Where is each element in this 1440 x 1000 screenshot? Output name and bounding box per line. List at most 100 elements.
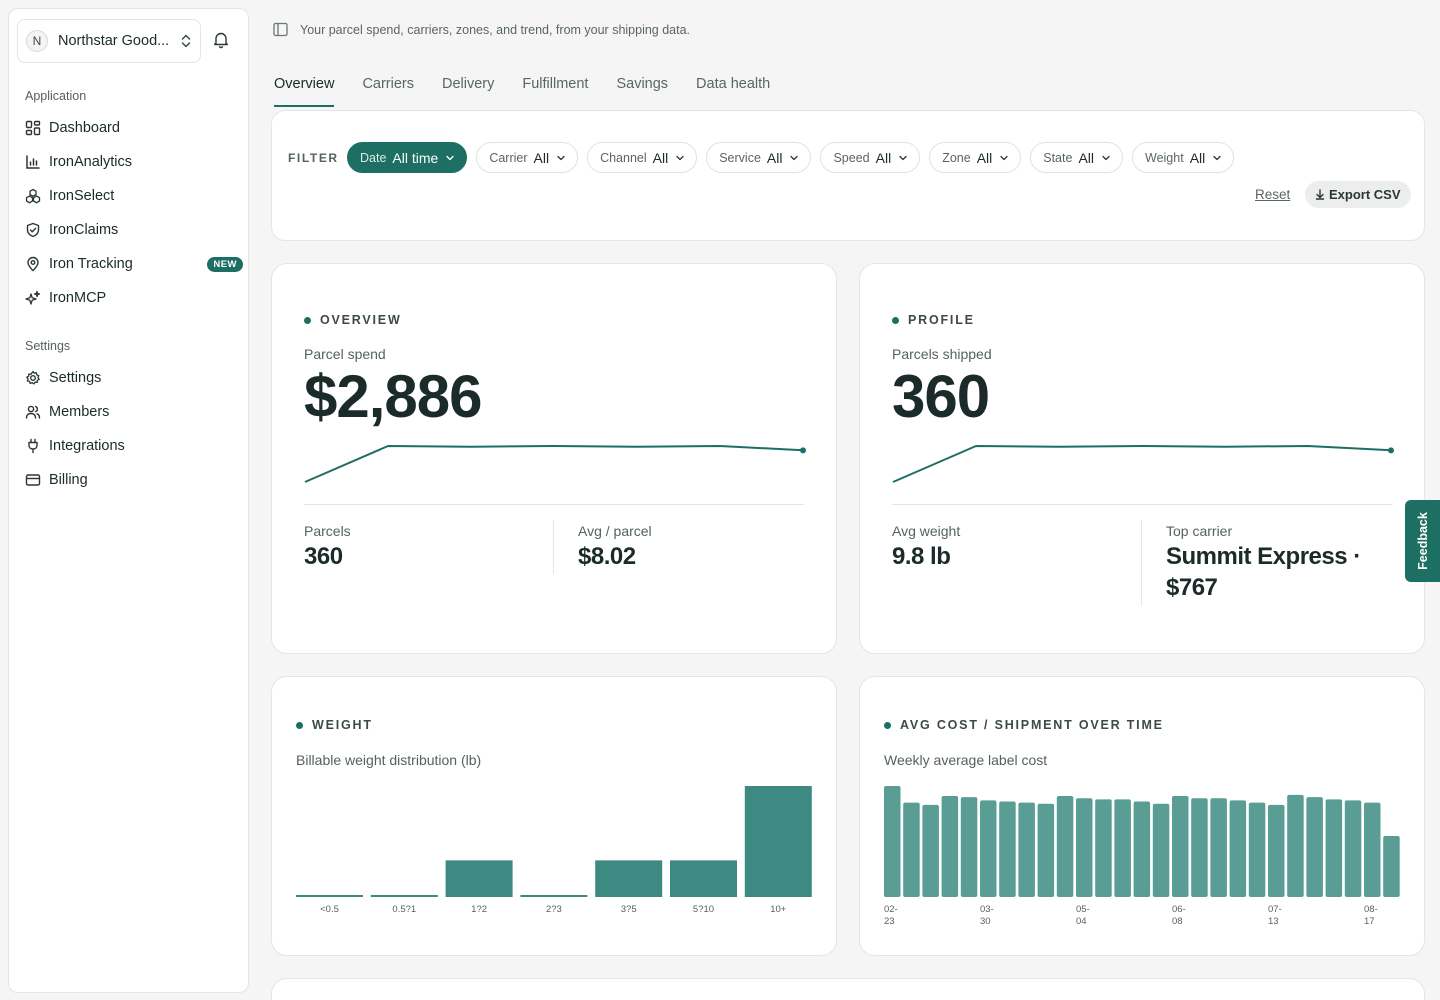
tab-delivery[interactable]: Delivery	[442, 76, 495, 92]
org-avatar: N	[26, 30, 48, 52]
trend-line	[304, 445, 804, 483]
chevron-down-icon	[1213, 155, 1221, 160]
cost-tick-label: 07-	[1268, 904, 1282, 915]
cost-bar	[1076, 798, 1093, 897]
tab-carriers[interactable]: Carriers	[362, 76, 414, 92]
cost-bar	[1364, 802, 1381, 897]
cost-bar	[980, 800, 997, 897]
tab-data-health[interactable]: Data health	[696, 76, 771, 92]
filter-value: All	[1189, 149, 1206, 166]
filter-date[interactable]: Date All time	[347, 142, 468, 173]
cost-bar	[903, 802, 920, 897]
page-subtitle: Your parcel spend, carriers, zones, and …	[273, 22, 690, 37]
cost-tick-label: 03-	[980, 904, 994, 915]
profile-card: PROFILE Parcels shipped 360 Avg weight 9…	[859, 263, 1425, 654]
sidebar-item-label: Settings	[49, 370, 102, 386]
sidebar-item-billing[interactable]: Billing	[25, 467, 235, 493]
download-icon	[1315, 189, 1325, 200]
filter-service[interactable]: Service All	[706, 142, 812, 173]
avg-cost-chart-subtitle: Weekly average label cost	[884, 752, 1048, 768]
filter-value: All	[976, 149, 993, 166]
cost-bar	[1210, 798, 1227, 897]
sidebar-item-dashboard[interactable]: Dashboard	[25, 115, 235, 141]
sidebar-item-ironclaims[interactable]: IronClaims	[25, 217, 235, 243]
cubes-icon	[25, 188, 41, 204]
sidebar-item-iron-tracking[interactable]: Iron Tracking NEW	[25, 251, 243, 277]
weight-bar	[296, 895, 363, 897]
weight-distribution-chart: <0.5 0.5?1 1?2 2?3 3?5 5?10 10+	[296, 786, 812, 915]
avg-weight-value: 9.8 lb	[892, 543, 951, 570]
profile-eyebrow: PROFILE	[892, 313, 975, 327]
filter-carrier[interactable]: Carrier All	[476, 142, 579, 173]
sidebar-toggle-icon[interactable]	[273, 22, 288, 37]
chevron-down-icon	[899, 155, 907, 160]
cost-tick-label: 13	[1268, 916, 1279, 927]
tab-fulfillment[interactable]: Fulfillment	[522, 76, 589, 92]
status-dot	[304, 316, 311, 324]
cost-bar	[1306, 797, 1323, 897]
bell-icon[interactable]	[213, 31, 229, 49]
filter-value: All	[766, 149, 783, 166]
shield-check-icon	[26, 222, 40, 238]
filter-name: Date	[360, 150, 387, 165]
stat-divider	[553, 520, 554, 574]
org-switcher[interactable]: N Northstar Good...	[17, 19, 201, 63]
avg-cost-eyebrow: AVG COST / SHIPMENT OVER TIME	[884, 718, 1164, 732]
top-carrier-label: Top carrier	[1166, 523, 1233, 539]
cost-tick-label: 08	[1172, 916, 1183, 927]
filter-zone[interactable]: Zone All	[929, 142, 1022, 173]
sidebar-item-label: IronSelect	[49, 188, 115, 204]
weight-bar	[445, 860, 513, 897]
sidebar-item-label: Iron Tracking	[49, 256, 133, 272]
new-badge: NEW	[207, 256, 243, 272]
parcels-label: Parcels	[304, 523, 351, 539]
filter-channel[interactable]: Channel All	[587, 142, 698, 173]
export-csv-button[interactable]: Export CSV	[1305, 181, 1411, 208]
export-label: Export CSV	[1329, 187, 1401, 202]
chevron-down-icon	[790, 155, 799, 160]
feedback-button[interactable]: Feedback	[1405, 500, 1440, 582]
sidebar-item-ironanalytics[interactable]: IronAnalytics	[25, 149, 235, 175]
sidebar-item-ironmcp[interactable]: IronMCP	[25, 285, 235, 311]
sidebar-item-settings[interactable]: Settings	[25, 365, 235, 391]
application-section-label: Application	[25, 89, 87, 103]
filter-weight[interactable]: Weight All	[1132, 142, 1235, 173]
chevron-down-icon	[676, 155, 684, 160]
cost-bar	[1152, 803, 1170, 897]
chevron-down-icon	[446, 155, 454, 160]
next-card	[271, 978, 1425, 1000]
gear-icon	[26, 370, 40, 385]
sidebar-item-label: Billing	[49, 472, 88, 488]
tab-savings[interactable]: Savings	[616, 76, 669, 92]
cost-bar	[1229, 800, 1247, 897]
status-dot	[892, 316, 899, 324]
reset-link[interactable]: Reset	[1255, 187, 1291, 202]
sidebar-item-integrations[interactable]: Integrations	[25, 433, 235, 459]
avg-cost-card: AVG COST / SHIPMENT OVER TIME Weekly ave…	[859, 676, 1425, 956]
cost-tick-label: 06-	[1172, 904, 1186, 915]
filter-state[interactable]: State All	[1030, 142, 1123, 173]
filter-value: All	[875, 149, 892, 166]
parcel-spend-label: Parcel spend	[304, 346, 386, 362]
divider	[892, 504, 1392, 505]
cost-bar	[1268, 804, 1285, 897]
sidebar-item-members[interactable]: Members	[25, 399, 235, 425]
filter-value: All	[1078, 149, 1094, 166]
filter-card: FILTER Date All time Carrier All Channel Al…	[271, 110, 1425, 241]
cost-tick-label: 05-	[1076, 904, 1090, 915]
weight-eyebrow: WEIGHT	[296, 718, 373, 732]
sidebar: N Northstar Good... Application Dashboar…	[8, 8, 249, 993]
eyebrow-text: AVG COST / SHIPMENT OVER TIME	[900, 718, 1164, 732]
parcels-value: 360	[304, 543, 343, 570]
sidebar-item-label: Dashboard	[49, 120, 120, 136]
weight-tick-label: 1?2	[471, 904, 487, 915]
cost-tick-label: 08-	[1364, 904, 1378, 915]
sidebar-item-ironselect[interactable]: IronSelect	[25, 183, 235, 209]
status-dot	[884, 721, 891, 729]
cost-bar	[884, 786, 901, 897]
weight-bar	[595, 860, 663, 897]
top-carrier-spend: $767	[1166, 574, 1218, 601]
tab-overview[interactable]: Overview	[274, 76, 335, 107]
filter-speed[interactable]: Speed All	[820, 142, 921, 173]
sidebar-item-label: IronAnalytics	[49, 154, 133, 170]
